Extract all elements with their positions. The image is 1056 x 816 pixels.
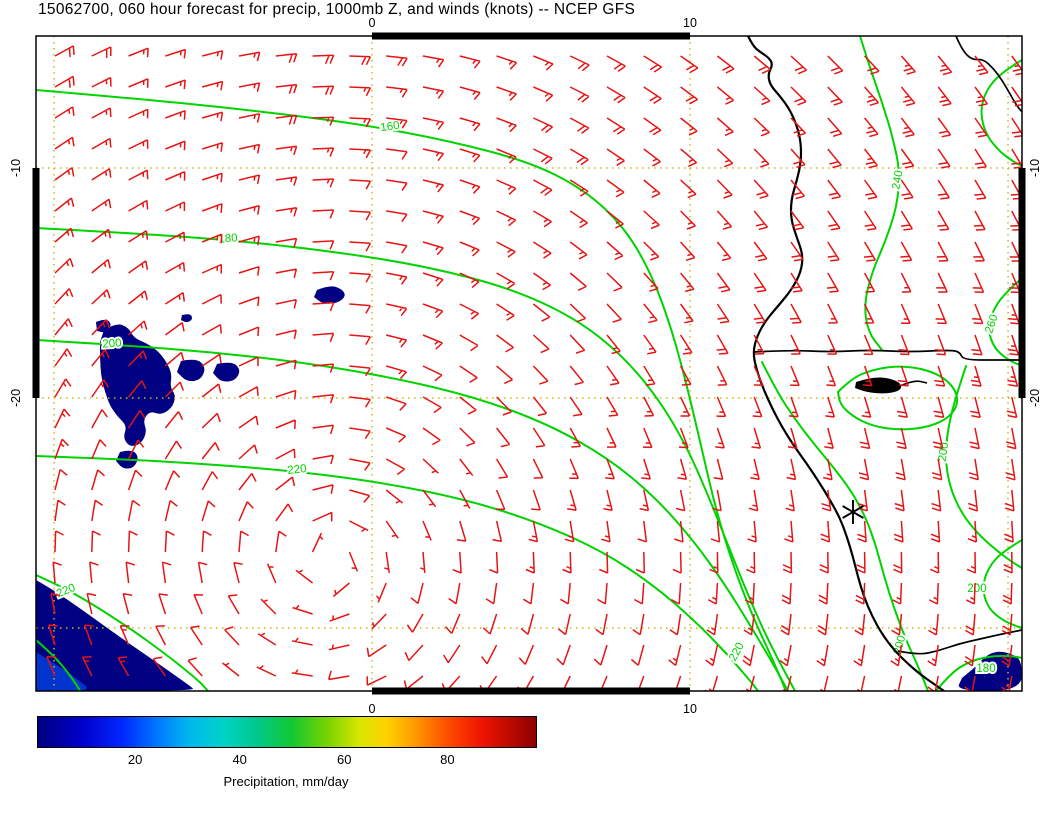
wind-barbs	[46, 45, 1022, 691]
axis-tick-label: -10	[1028, 159, 1042, 177]
contour-label: 220	[287, 463, 307, 477]
precip-patch	[181, 314, 192, 323]
contour-label: 200	[967, 583, 986, 595]
contour-line	[36, 89, 787, 691]
precip-patch	[177, 359, 205, 382]
river-top-right	[955, 36, 1022, 113]
axis-tick-label: -20	[1028, 389, 1042, 407]
location-asterisk-marker	[842, 500, 864, 524]
contour-line	[944, 365, 1022, 569]
contour-line	[36, 639, 81, 691]
colorbar	[37, 716, 537, 748]
contour-line	[982, 539, 1022, 629]
contour-line	[761, 361, 929, 691]
axis-thick-top	[372, 32, 690, 40]
axis-tick-label: -20	[9, 389, 23, 407]
axis-tick-label: 0	[369, 702, 376, 716]
colorbar-tick-label: 80	[440, 752, 455, 767]
precip-patch	[213, 362, 240, 382]
border-horizontal	[752, 349, 1022, 361]
asterisk-arm	[842, 505, 864, 519]
contour-line	[36, 455, 759, 691]
chart-title: 15062700, 060 hour forecast for precip, …	[38, 1, 636, 18]
border-bottom-right	[897, 629, 1022, 655]
axis-tick-label: 0	[369, 16, 376, 30]
colorbar-tick-label: 60	[337, 752, 352, 767]
map-frame	[32, 32, 1026, 695]
contour-label: 160	[380, 120, 401, 135]
contour-line	[935, 654, 1022, 691]
axis-tick-label: -10	[9, 159, 23, 177]
axis-thick-right	[1018, 168, 1026, 398]
forecast-map: 1601802002202202202402602002002001800010…	[9, 16, 1042, 716]
colorbar-caption: Precipitation, mm/day	[223, 774, 349, 789]
axis-thick-left	[32, 168, 40, 398]
contour-line	[36, 339, 789, 691]
axis-labels: 0 0 10 10 -10 -10 -20 -20	[9, 16, 1042, 716]
precip-patch	[314, 286, 345, 304]
contour-line	[988, 277, 1022, 367]
colorbar-tick-label: 40	[232, 752, 247, 767]
contour-label: 260	[983, 313, 1000, 335]
axis-tick-label: 10	[683, 16, 697, 30]
contour-line	[36, 227, 796, 691]
contour-line	[36, 574, 209, 691]
colorbar-tick-label: 20	[127, 752, 143, 767]
contour-line	[837, 365, 959, 431]
contour-label: 220	[727, 641, 747, 664]
contour-line	[859, 36, 900, 351]
axis-tick-label: 10	[683, 702, 697, 716]
etosha-pan	[855, 377, 902, 394]
coastline	[747, 36, 945, 691]
axis-thick-bottom	[372, 687, 690, 695]
contour-label: 240	[890, 170, 905, 191]
contour-label: 180	[976, 663, 995, 675]
contour-label: 200	[937, 442, 952, 463]
precip-patch	[36, 580, 194, 691]
contour-label: 200	[102, 337, 122, 350]
contour-line	[980, 59, 1022, 167]
